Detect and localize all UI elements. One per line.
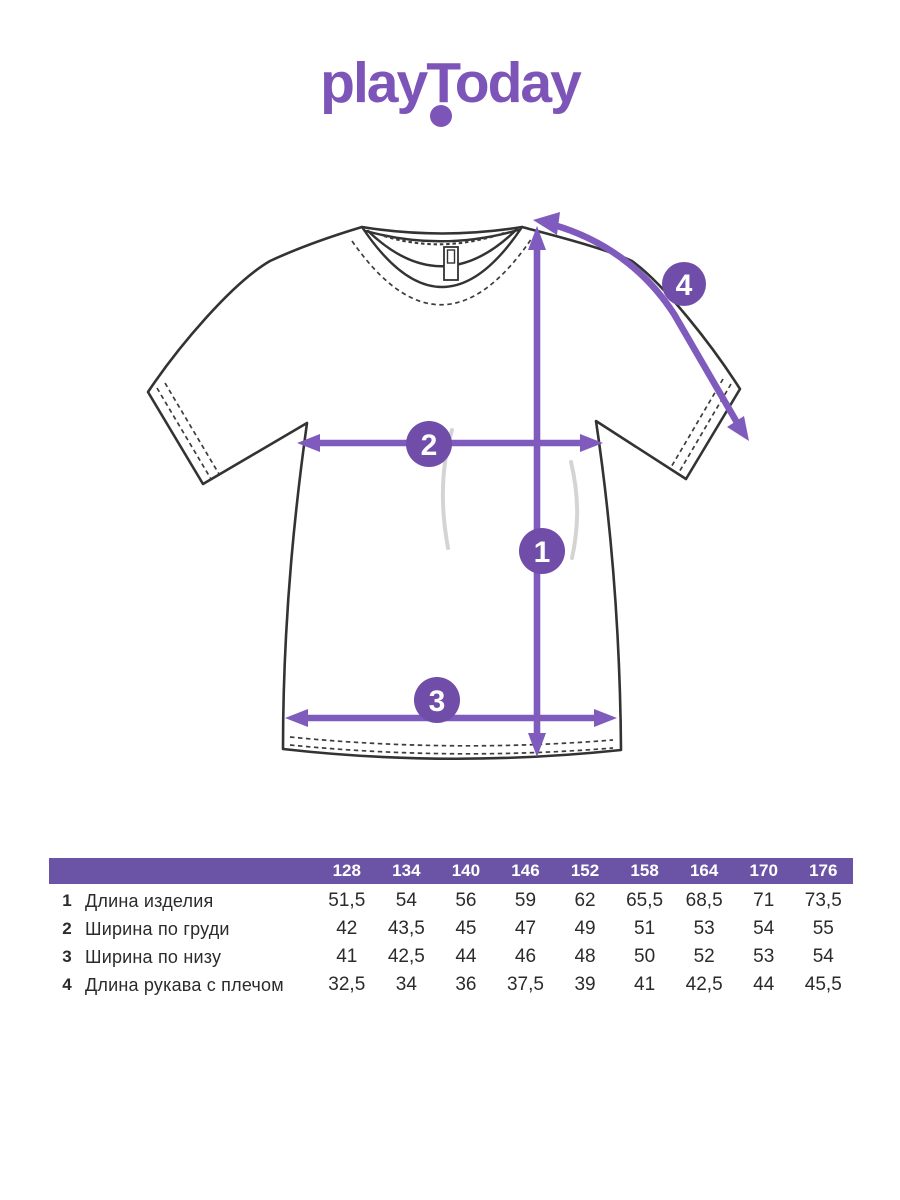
value-cell: 65,5 bbox=[626, 890, 664, 911]
value-cell: 32,5 bbox=[328, 974, 366, 995]
size-column-header: 176 bbox=[809, 861, 838, 880]
row-label: Длина рукава с плечом bbox=[85, 974, 284, 995]
value-cell: 48 bbox=[574, 946, 596, 967]
row-number: 2 bbox=[62, 919, 72, 938]
table-row: 1 Длина изделия 51,5 54 56 59 62 65,5 68… bbox=[49, 887, 853, 915]
row-label: Ширина по груди bbox=[85, 918, 230, 939]
marker-4-label: 4 bbox=[676, 269, 693, 302]
value-cell: 55 bbox=[812, 918, 834, 939]
row-number: 3 bbox=[62, 947, 72, 966]
value-cell: 42,5 bbox=[387, 946, 425, 967]
row-number: 4 bbox=[62, 975, 72, 994]
value-cell: 39 bbox=[574, 974, 596, 995]
tshirt-measurement-diagram: playToday bbox=[146, 51, 749, 761]
value-cell: 73,5 bbox=[804, 890, 842, 911]
value-cell: 52 bbox=[693, 946, 715, 967]
table-row: 4 Длина рукава с плечом 32,5 34 36 37,5 … bbox=[49, 971, 853, 999]
value-cell: 42 bbox=[336, 918, 358, 939]
hem-stitching-2 bbox=[289, 744, 614, 755]
value-cell: 42,5 bbox=[685, 974, 723, 995]
size-table: 128 134 140 146 152 158 164 170 176 1 Дл… bbox=[49, 858, 853, 999]
value-cell: 56 bbox=[455, 890, 477, 911]
collar bbox=[351, 225, 533, 306]
row-label: Длина изделия bbox=[85, 890, 214, 911]
value-cell: 68,5 bbox=[685, 890, 723, 911]
value-cell: 53 bbox=[753, 946, 775, 967]
hem-stitching-1 bbox=[289, 736, 614, 747]
size-column-header: 152 bbox=[570, 861, 600, 880]
tshirt-outline bbox=[146, 225, 742, 761]
brand-logo: playToday bbox=[320, 51, 584, 127]
size-column-header: 170 bbox=[749, 861, 778, 880]
value-cell: 53 bbox=[693, 918, 715, 939]
measurement-arrows bbox=[285, 212, 749, 757]
logo-dot-icon bbox=[430, 105, 452, 127]
size-column-header: 134 bbox=[392, 861, 421, 880]
row-number: 1 bbox=[62, 891, 72, 910]
value-cell: 49 bbox=[574, 918, 596, 939]
value-cell: 51 bbox=[634, 918, 656, 939]
marker-2: 2 bbox=[406, 421, 452, 467]
arrow-length bbox=[528, 226, 546, 757]
value-cell: 47 bbox=[514, 918, 537, 939]
right-cuff-stitching-2 bbox=[669, 378, 724, 470]
size-column-header: 140 bbox=[451, 861, 481, 880]
value-cell: 45,5 bbox=[804, 974, 842, 995]
value-cell: 54 bbox=[395, 890, 417, 911]
value-cell: 41 bbox=[634, 974, 656, 995]
size-column-header: 128 bbox=[332, 861, 361, 880]
value-cell: 46 bbox=[514, 946, 537, 967]
marker-1-label: 1 bbox=[534, 536, 551, 569]
value-cell: 41 bbox=[336, 946, 358, 967]
value-cell: 54 bbox=[812, 946, 834, 967]
logo-text: playToday bbox=[320, 51, 582, 115]
table-row: 3 Ширина по низу 41 42,5 44 46 48 50 52 … bbox=[49, 943, 853, 971]
value-cell: 62 bbox=[574, 890, 596, 911]
neck-tag-inner bbox=[446, 249, 456, 264]
size-column-header: 146 bbox=[511, 861, 540, 880]
arrow-sleeve-length bbox=[533, 212, 749, 441]
size-table-header: 128 134 140 146 152 158 164 170 176 bbox=[49, 858, 853, 884]
value-cell: 71 bbox=[753, 890, 775, 911]
marker-3-label: 3 bbox=[429, 685, 446, 718]
value-cell: 43,5 bbox=[387, 918, 425, 939]
value-cell: 34 bbox=[395, 974, 417, 995]
row-label: Ширина по низу bbox=[85, 946, 222, 967]
value-cell: 51,5 bbox=[328, 890, 366, 911]
marker-3: 3 bbox=[414, 677, 460, 723]
body-shading-right bbox=[569, 460, 580, 560]
value-cell: 50 bbox=[634, 946, 656, 967]
value-cell: 45 bbox=[455, 918, 477, 939]
header-spacer bbox=[49, 858, 317, 884]
marker-2-label: 2 bbox=[421, 429, 438, 462]
marker-1: 1 bbox=[519, 528, 565, 574]
value-cell: 37,5 bbox=[506, 974, 544, 995]
size-column-header: 164 bbox=[689, 861, 719, 880]
value-cell: 36 bbox=[455, 974, 477, 995]
left-cuff-stitching-2 bbox=[164, 382, 220, 475]
value-cell: 54 bbox=[753, 918, 775, 939]
value-cell: 44 bbox=[753, 974, 775, 995]
measurement-markers: 1 2 3 4 bbox=[406, 262, 706, 723]
value-cell: 44 bbox=[455, 946, 477, 967]
collar-outer-stitching bbox=[351, 237, 533, 306]
value-cell: 59 bbox=[514, 890, 537, 911]
collar-stitching bbox=[383, 232, 505, 246]
left-cuff-stitching bbox=[156, 387, 212, 480]
size-column-header: 158 bbox=[630, 861, 659, 880]
marker-4: 4 bbox=[662, 262, 706, 306]
table-row: 2 Ширина по груди 42 43,5 45 47 49 51 53… bbox=[49, 915, 853, 943]
